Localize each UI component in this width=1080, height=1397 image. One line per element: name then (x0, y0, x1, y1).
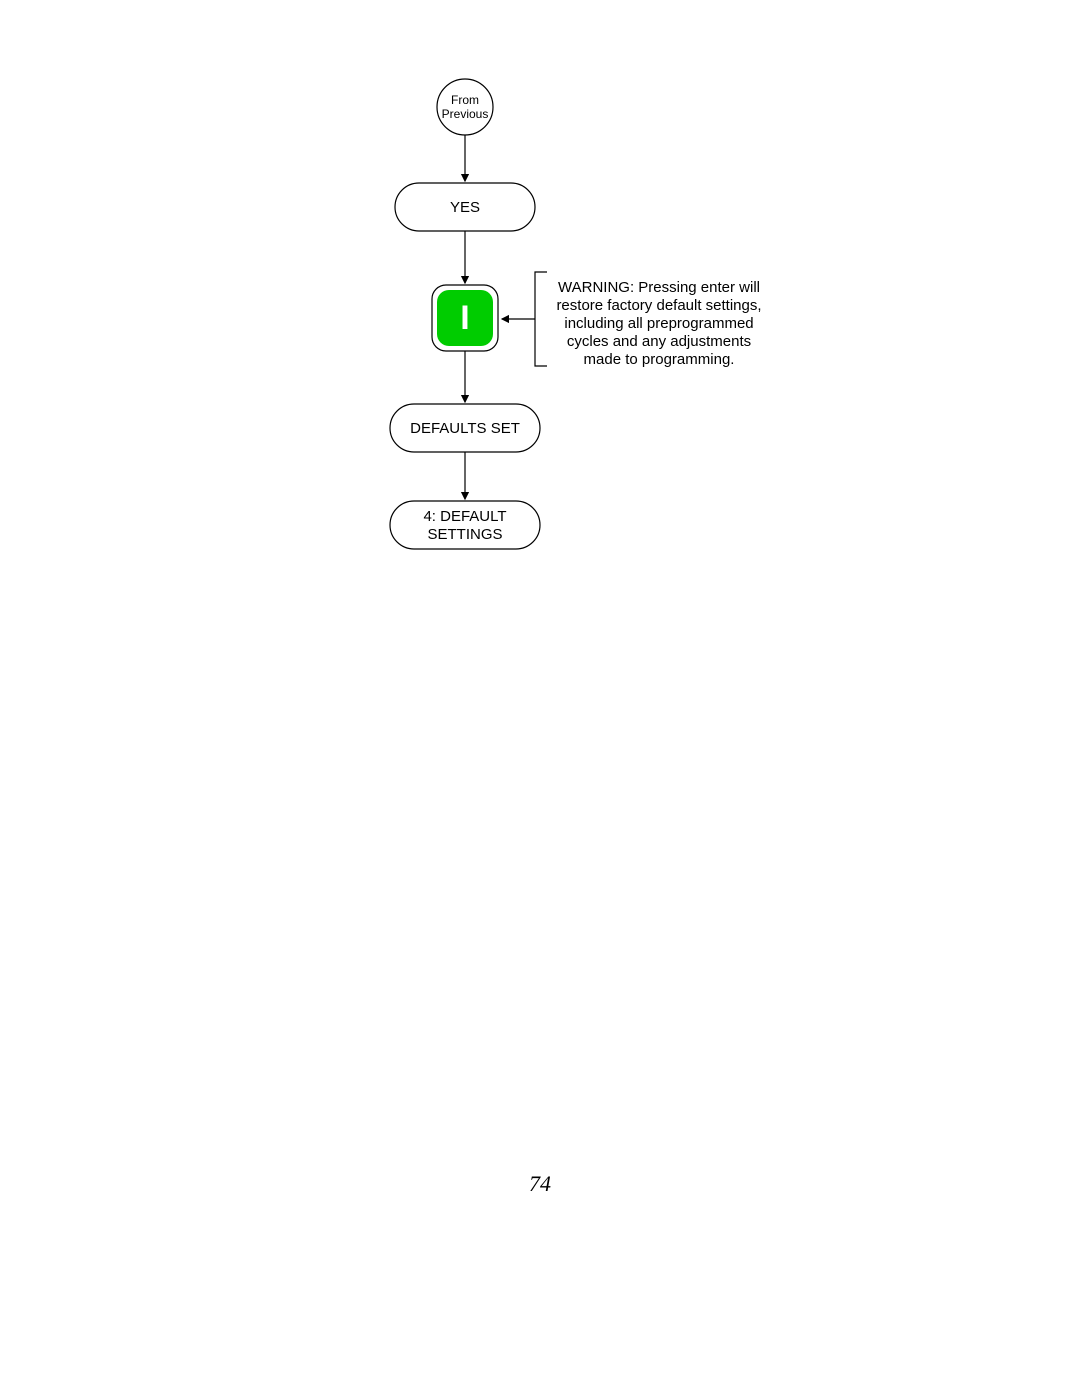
svg-text:cycles and any adjustments: cycles and any adjustments (567, 333, 751, 350)
svg-text:SETTINGS: SETTINGS (427, 526, 502, 543)
svg-text:WARNING: Pressing enter will: WARNING: Pressing enter will (558, 279, 760, 296)
svg-text:DEFAULTS SET: DEFAULTS SET (410, 420, 520, 437)
page-canvas: FromPrevious YES I DEFAULTS SET 4: DEFAULTSE… (0, 0, 1080, 1397)
svg-text:From: From (451, 93, 479, 107)
svg-text:4: DEFAULT: 4: DEFAULT (423, 508, 506, 525)
svg-text:YES: YES (450, 199, 480, 216)
svg-text:I: I (460, 299, 469, 337)
svg-text:Previous: Previous (442, 107, 489, 121)
svg-text:restore factory default settin: restore factory default settings, (556, 297, 761, 314)
page-number: 74 (0, 1171, 1080, 1197)
flowchart-svg: FromPrevious YES I DEFAULTS SET 4: DEFAULTSE… (0, 0, 1080, 1000)
svg-text:made to programming.: made to programming. (584, 351, 735, 368)
svg-text:including all preprogrammed: including all preprogrammed (564, 315, 753, 332)
